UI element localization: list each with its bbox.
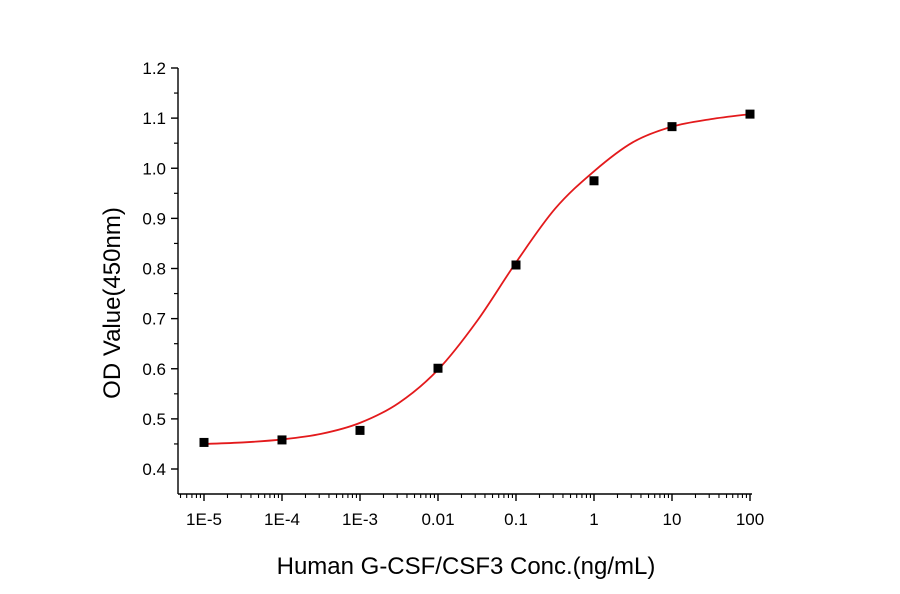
axes-group: 0.4 0.5 0.6 0.7 0.8 0.9 1.0 1.1 1.2 1E-5 1E-4 1E-3 0… — [142, 59, 764, 529]
x-axis-title: Human G-CSF/CSF3 Conc.(ng/mL) — [277, 553, 656, 580]
data-point — [589, 176, 599, 186]
x-tick-label: 1E-3 — [342, 510, 378, 529]
y-tick-label: 0.9 — [142, 209, 166, 228]
x-tick-label: 10 — [663, 510, 682, 529]
x-tick-label: 1E-5 — [186, 510, 222, 529]
data-point — [355, 425, 365, 435]
y-tick-label: 0.7 — [142, 310, 166, 329]
y-tick-label: 0.6 — [142, 360, 166, 379]
y-tick-label: 1.2 — [142, 59, 166, 78]
y-tick-label: 0.8 — [142, 260, 166, 279]
y-axis-title: OD Value(450nm) — [99, 207, 126, 399]
data-point — [745, 109, 755, 119]
y-tick-label: 0.5 — [142, 410, 166, 429]
data-point — [277, 435, 287, 445]
data-point — [433, 363, 443, 373]
y-tick-label: 0.4 — [142, 460, 166, 479]
fit-curve — [203, 113, 751, 445]
x-tick-label: 100 — [736, 510, 764, 529]
y-tick-label: 1.0 — [142, 159, 166, 178]
data-point — [667, 122, 677, 132]
fit-curve-group — [203, 113, 751, 445]
x-tick-label: 1 — [589, 510, 598, 529]
x-tick-label: 1E-4 — [264, 510, 300, 529]
data-point — [511, 260, 521, 270]
data-points-group — [199, 109, 755, 447]
x-tick-label: 0.1 — [504, 510, 528, 529]
y-tick-label: 1.1 — [142, 109, 166, 128]
x-tick-label: 0.01 — [421, 510, 454, 529]
data-point — [199, 437, 209, 447]
